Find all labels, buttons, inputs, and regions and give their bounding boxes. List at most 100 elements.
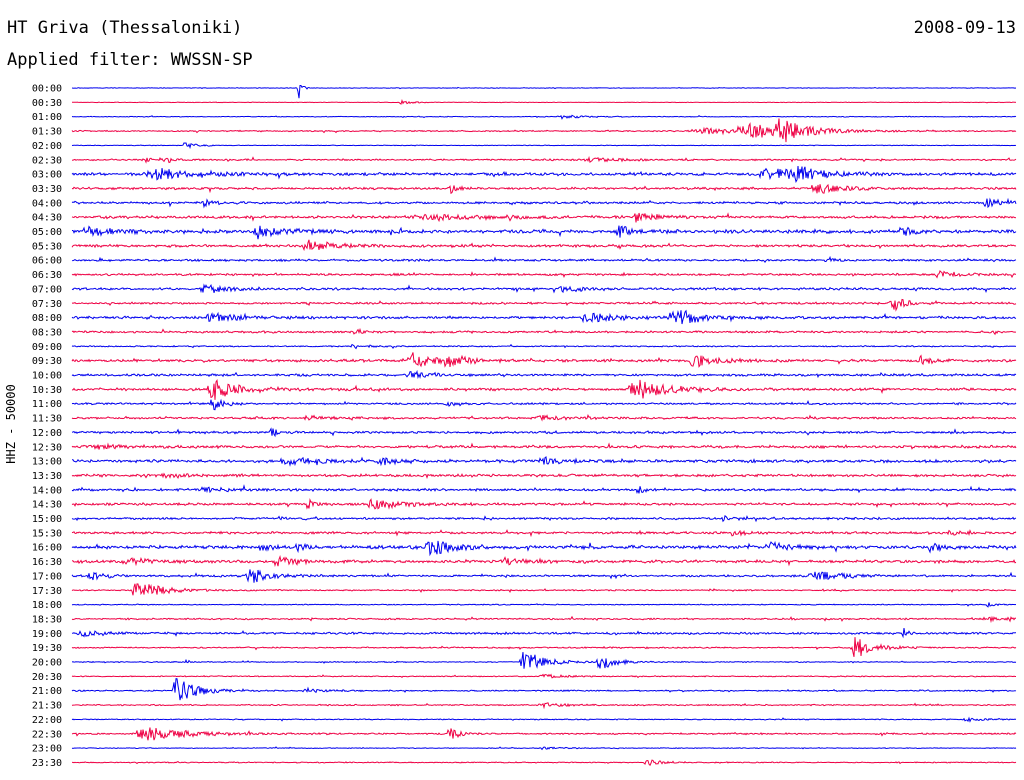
trace-row [71,427,1017,438]
trace-row [71,727,1017,741]
time-label: 22:30 [32,729,62,740]
trace-row [71,615,1017,624]
time-label: 06:00 [32,256,62,267]
trace-row [71,84,1017,99]
trace-row [71,673,1016,679]
time-label: 02:30 [32,155,62,166]
trace-row [71,255,1017,263]
time-label: 21:00 [32,686,62,697]
time-label: 13:00 [32,457,62,468]
time-label: 04:00 [32,198,62,209]
time-label: 00:30 [32,98,62,109]
trace-row [71,456,1017,467]
trace-row [71,472,1017,480]
time-label: 11:30 [32,414,62,425]
time-label: 16:30 [32,557,62,568]
time-label: 15:30 [32,528,62,539]
time-label: 20:00 [32,658,62,669]
trace-row [72,378,1017,400]
time-label-group: 00:00 00:30 01:00 01:30 02:00 02:30 03:00 03:30… [32,84,62,769]
trace-group [71,84,1017,767]
time-label: 17:30 [32,586,62,597]
trace-row [71,637,1017,657]
time-label: 19:30 [32,643,62,654]
time-label: 13:30 [32,471,62,482]
channel-label: HHZ - 50000 [4,384,18,463]
time-label: 04:30 [32,213,62,224]
time-label: 02:00 [32,141,62,152]
trace-row [71,369,1017,380]
time-label: 07:30 [32,299,62,310]
trace-row [71,239,1017,252]
trace-row [71,166,1017,184]
trace-row [71,515,1017,523]
trace-row [71,652,1017,669]
trace-row [71,555,1017,567]
time-label: 08:30 [32,327,62,338]
trace-row [71,398,1017,411]
trace-row [71,155,1017,164]
trace-row [71,569,1017,583]
trace-row [71,678,1017,701]
trace-row [71,212,1017,223]
trace-row [71,283,1017,294]
trace-row [71,746,1017,751]
trace-row [71,540,1017,557]
trace-row [71,197,1017,209]
trace-row [71,759,1017,767]
trace-row [71,602,1017,608]
time-label: 21:30 [32,701,62,712]
time-label: 06:30 [32,270,62,281]
time-label: 22:00 [32,715,62,726]
trace-row [71,327,1017,336]
time-label: 12:00 [32,428,62,439]
time-label: 08:00 [32,313,62,324]
trace-row [71,270,1016,279]
time-label: 12:30 [32,442,62,453]
time-label: 07:00 [32,284,62,295]
trace-row [71,702,1017,710]
time-label: 18:30 [32,614,62,625]
time-label: 19:00 [32,629,62,640]
station-title: HT Griva (Thessaloniki) [7,18,243,38]
trace-row [71,99,1017,105]
trace-row [71,413,1017,422]
trace-row [71,343,1017,350]
time-label: 05:00 [32,227,62,238]
time-label: 01:00 [32,112,62,123]
trace-row [71,484,1017,494]
time-label: 00:00 [32,84,62,95]
time-label: 15:00 [32,514,62,525]
trace-row [71,627,1017,639]
time-label: 10:30 [32,385,62,396]
trace-row [71,183,1017,195]
filter-label: Applied filter: WWSSN-SP [7,50,253,70]
time-label: 20:30 [32,672,62,683]
time-label: 05:30 [32,241,62,252]
time-label: 14:30 [32,500,62,511]
time-label: 09:30 [32,356,62,367]
trace-row [71,114,1017,120]
trace-row [71,225,1017,240]
trace-row [71,497,1017,510]
trace-row [71,442,1017,450]
time-label: 03:00 [32,170,62,181]
trace-row [71,529,1017,538]
trace-row [71,309,1017,325]
trace-row [71,298,1017,312]
time-label: 18:00 [32,600,62,611]
trace-row [71,118,1017,143]
trace-row [71,352,1017,368]
trace-row [71,583,1017,596]
time-label: 03:30 [32,184,62,195]
time-label: 16:00 [32,543,62,554]
time-label: 17:00 [32,571,62,582]
date-label: 2008-09-13 [913,18,1016,38]
time-label: 10:00 [32,371,62,382]
time-label: 23:00 [32,744,62,755]
trace-row [71,142,1017,150]
time-label: 01:30 [32,127,62,138]
trace-row [71,716,1017,723]
time-label: 23:30 [32,758,62,769]
